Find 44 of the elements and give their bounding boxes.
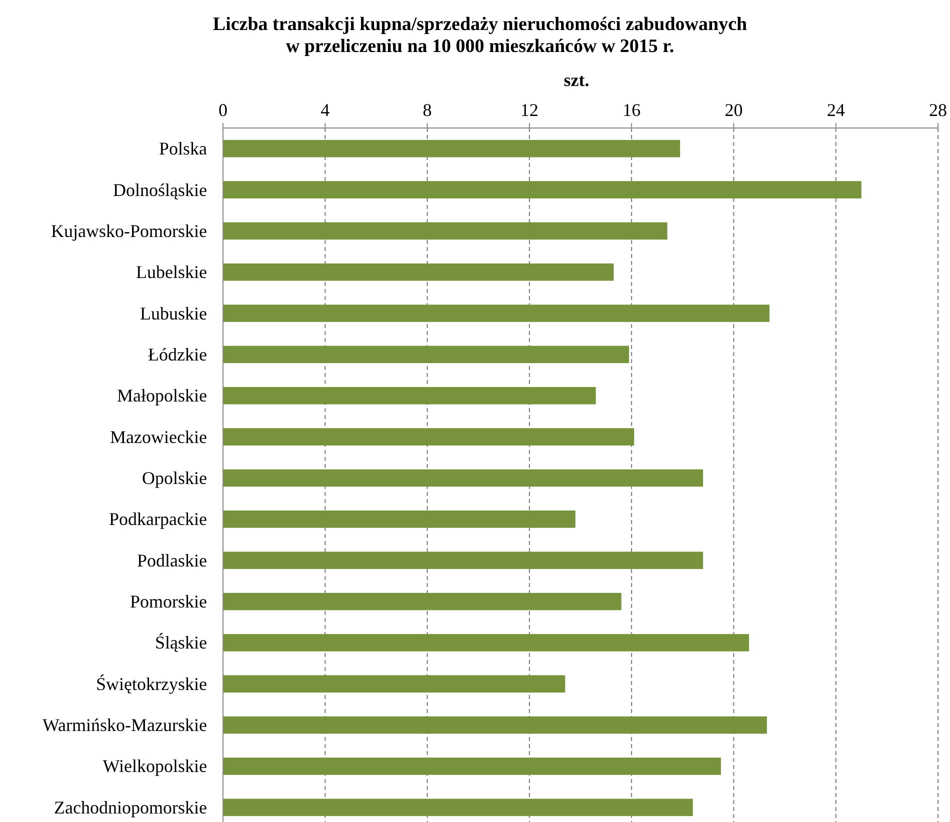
y-tick-label: Opolskie (142, 468, 208, 488)
y-tick-label: Mazowieckie (110, 426, 208, 447)
y-tick-label: Warmińsko-Mazurskie (42, 715, 207, 736)
x-tick-label: 12 (520, 100, 538, 120)
x-tick-label: 24 (826, 100, 845, 120)
y-tick-label: Łódzkie (148, 344, 207, 364)
y-tick-label: Dolnośląskie (113, 180, 207, 200)
y-tick-label: Zachodniopomorskie (54, 797, 208, 818)
bar (223, 798, 693, 816)
bar (223, 592, 622, 610)
bar (223, 346, 630, 364)
x-tick-label: 0 (218, 100, 228, 120)
bar (223, 387, 596, 404)
y-tick-label: Polska (158, 138, 207, 159)
x-tick-label: 28 (929, 100, 947, 120)
y-tick-label: Śląskie (155, 632, 208, 653)
bar (223, 469, 704, 487)
y-tick-label: Kujawsko-Pomorskie (51, 220, 207, 241)
y-tick-label: Podkarpackie (109, 509, 208, 530)
y-tick-label: Lubelskie (136, 262, 208, 282)
bar (223, 675, 566, 693)
chart-title: Liczba transakcji kupna/sprzedaży nieruchomości zabudowanych w przeliczeniu na 10 000 mieszkańców w 2015 r. (212, 14, 748, 57)
bar (223, 716, 767, 734)
bar (223, 552, 704, 569)
x-tick-label: 16 (622, 100, 641, 120)
bar (223, 758, 721, 775)
bar (223, 510, 576, 528)
x-tick-label: 4 (320, 100, 330, 120)
y-tick-label: Wielkopolskie (102, 756, 207, 776)
y-tick-label: Małopolskie (117, 386, 207, 406)
y-tick-label: Pomorskie (130, 592, 207, 612)
x-tick-label: 20 (724, 100, 743, 120)
bar (223, 263, 614, 281)
y-tick-label: Podlaskie (137, 550, 208, 570)
y-tick-label: Lubuskie (140, 303, 207, 324)
y-tick-label: Świętokrzyskie (96, 674, 208, 694)
bar (223, 428, 634, 446)
bar (223, 140, 680, 158)
x-tick-label: 8 (422, 100, 432, 120)
x-axis-title: szt. (564, 70, 590, 90)
bar (223, 634, 750, 652)
bar (223, 181, 862, 198)
bar (223, 222, 668, 240)
bar (223, 304, 770, 322)
